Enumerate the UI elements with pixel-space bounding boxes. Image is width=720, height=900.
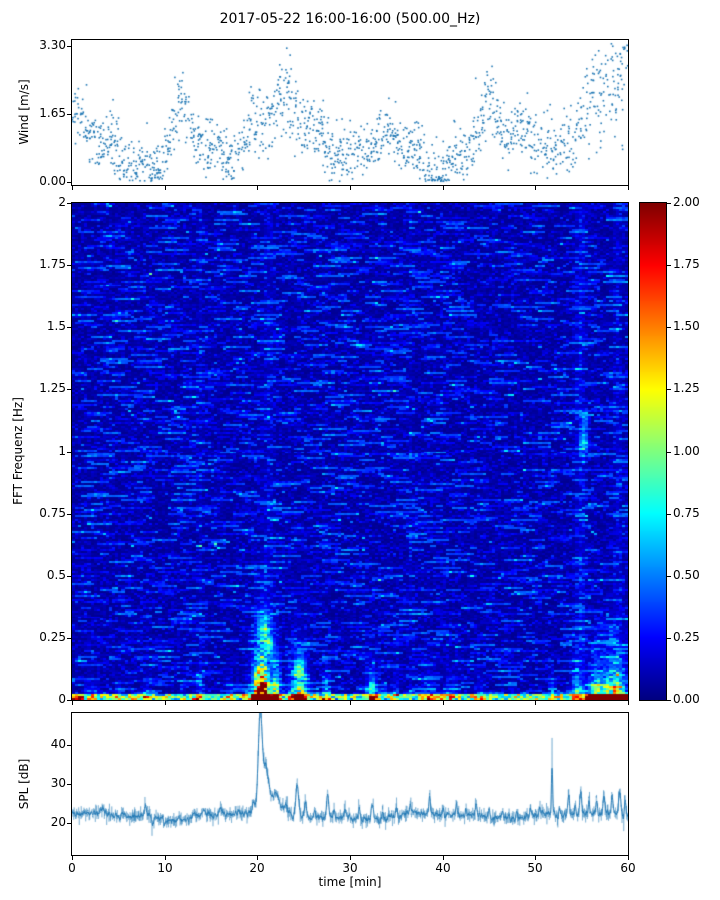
spl-x-tick-label: 30 bbox=[342, 861, 358, 875]
spl-x-tick-mark bbox=[628, 856, 629, 860]
fft-y-tick-label: 1.5 bbox=[46, 319, 66, 333]
fft-y-tick-label: 0.5 bbox=[46, 568, 66, 582]
wind-x-tick-mark bbox=[350, 186, 351, 190]
fft-y-tick-label: 0.25 bbox=[39, 630, 66, 644]
spl-x-tick-label: 20 bbox=[249, 861, 265, 875]
spl-x-tick-label: 0 bbox=[68, 861, 76, 875]
spl-x-tick-label: 50 bbox=[527, 861, 543, 875]
colorbar-tick-label: 1.25 bbox=[673, 381, 700, 395]
fft-y-tick-mark bbox=[67, 638, 71, 639]
spl-line-panel bbox=[71, 712, 629, 856]
fft-x-tick-mark bbox=[443, 701, 444, 705]
spl-x-tick-label: 60 bbox=[620, 861, 636, 875]
wind-x-tick-mark bbox=[443, 186, 444, 190]
wind-y-tick-label: 0.00 bbox=[39, 174, 66, 188]
colorbar-canvas bbox=[640, 203, 666, 700]
spl-line-canvas bbox=[72, 713, 628, 855]
fft-y-tick-mark bbox=[67, 576, 71, 577]
spl-x-tick-label: 10 bbox=[157, 861, 173, 875]
colorbar-tick-mark bbox=[667, 452, 671, 453]
colorbar-tick-mark bbox=[667, 638, 671, 639]
fft-y-tick-mark bbox=[67, 327, 71, 328]
fft-y-tick-label: 1.75 bbox=[39, 257, 66, 271]
wind-x-tick-mark bbox=[72, 186, 73, 190]
colorbar-tick-mark bbox=[667, 265, 671, 266]
spl-y-tick-label: 20 bbox=[50, 815, 66, 829]
spl-x-tick-mark bbox=[443, 856, 444, 860]
spl-x-tick-mark bbox=[72, 856, 73, 860]
spectrogram-panel bbox=[71, 202, 629, 701]
fft-y-tick-label: 0.75 bbox=[39, 506, 66, 520]
spl-x-tick-mark bbox=[350, 856, 351, 860]
fft-y-tick-label: 0 bbox=[58, 692, 66, 706]
colorbar-tick-label: 0.25 bbox=[673, 630, 700, 644]
wind-y-tick-label: 3.30 bbox=[39, 38, 66, 52]
fft-x-tick-mark bbox=[535, 701, 536, 705]
fft-x-tick-mark bbox=[165, 701, 166, 705]
wind-y-tick-mark bbox=[67, 182, 71, 183]
wind-x-tick-mark bbox=[165, 186, 166, 190]
fft-y-tick-mark bbox=[67, 452, 71, 453]
spl-x-tick-mark bbox=[165, 856, 166, 860]
colorbar-tick-label: 1.00 bbox=[673, 444, 700, 458]
wind-y-tick-label: 1.65 bbox=[39, 106, 66, 120]
fft-x-tick-mark bbox=[628, 701, 629, 705]
fft-y-tick-label: 1.25 bbox=[39, 381, 66, 395]
wind-y-tick-mark bbox=[67, 46, 71, 47]
fft-x-tick-mark bbox=[72, 701, 73, 705]
colorbar-tick-label: 0.50 bbox=[673, 568, 700, 582]
fft-y-tick-label: 2 bbox=[58, 195, 66, 209]
spl-y-tick-label: 40 bbox=[50, 737, 66, 751]
fft-y-tick-mark bbox=[67, 203, 71, 204]
wind-x-tick-mark bbox=[535, 186, 536, 190]
colorbar-tick-label: 1.75 bbox=[673, 257, 700, 271]
x-axis-label: time [min] bbox=[318, 875, 382, 889]
colorbar bbox=[639, 202, 667, 701]
colorbar-tick-mark bbox=[667, 327, 671, 328]
spl-y-tick-label: 30 bbox=[50, 776, 66, 790]
colorbar-tick-mark bbox=[667, 203, 671, 204]
colorbar-tick-mark bbox=[667, 576, 671, 577]
fft-x-tick-mark bbox=[350, 701, 351, 705]
wind-y-tick-mark bbox=[67, 114, 71, 115]
spl-y-tick-mark bbox=[67, 784, 71, 785]
colorbar-tick-label: 2.00 bbox=[673, 195, 700, 209]
spl-y-tick-mark bbox=[67, 745, 71, 746]
colorbar-tick-mark bbox=[667, 389, 671, 390]
fft-y-tick-label: 1 bbox=[58, 444, 66, 458]
colorbar-tick-label: 0.75 bbox=[673, 506, 700, 520]
wind-x-tick-mark bbox=[257, 186, 258, 190]
colorbar-tick-mark bbox=[667, 700, 671, 701]
spl-x-tick-label: 40 bbox=[435, 861, 451, 875]
wind-scatter-canvas bbox=[72, 40, 628, 185]
colorbar-tick-label: 0.00 bbox=[673, 692, 700, 706]
fft-y-tick-mark bbox=[67, 700, 71, 701]
colorbar-tick-mark bbox=[667, 514, 671, 515]
spl-x-tick-mark bbox=[257, 856, 258, 860]
fft-y-tick-mark bbox=[67, 389, 71, 390]
wind-x-tick-mark bbox=[628, 186, 629, 190]
spectrogram-canvas bbox=[72, 203, 628, 700]
fft-y-tick-mark bbox=[67, 265, 71, 266]
spl-y-tick-mark bbox=[67, 823, 71, 824]
wind-scatter-panel bbox=[71, 39, 629, 186]
fft-y-tick-mark bbox=[67, 514, 71, 515]
spl-x-tick-mark bbox=[535, 856, 536, 860]
fft-x-tick-mark bbox=[257, 701, 258, 705]
colorbar-tick-label: 1.50 bbox=[673, 319, 700, 333]
figure-title: 2017-05-22 16:00-16:00 (500.00_Hz) bbox=[219, 11, 481, 27]
